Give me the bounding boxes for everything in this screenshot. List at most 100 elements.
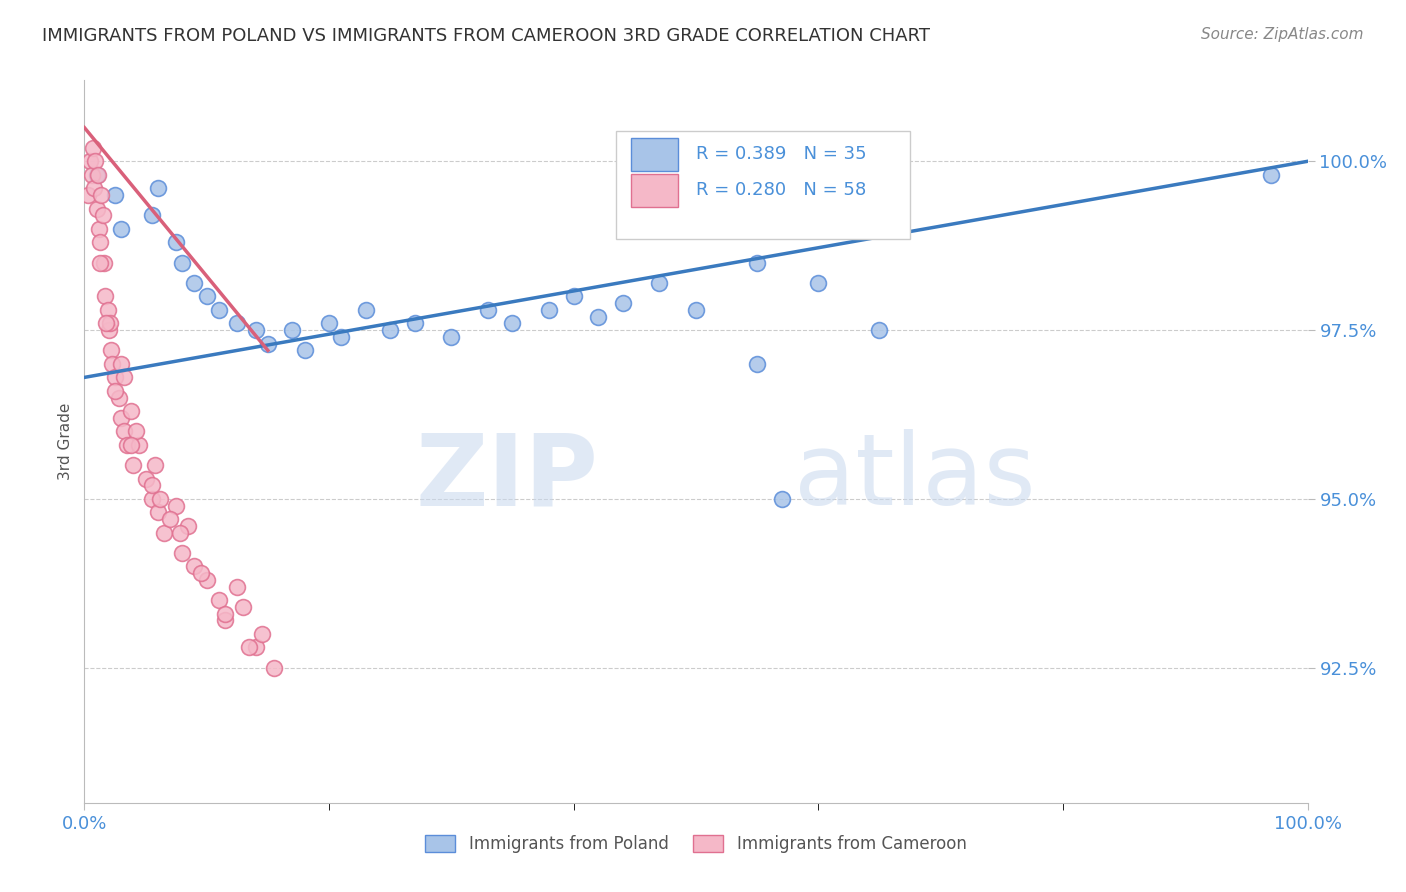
Point — [100, 343, 122, 358]
Point — [257, 336, 280, 351]
Point — [648, 276, 671, 290]
Point — [104, 384, 127, 398]
Legend: Immigrants from Poland, Immigrants from Cameroon: Immigrants from Poland, Immigrants from … — [419, 828, 973, 860]
Point — [159, 512, 181, 526]
Point — [214, 607, 236, 621]
Point — [538, 302, 561, 317]
Text: Source: ZipAtlas.com: Source: ZipAtlas.com — [1201, 27, 1364, 42]
Point — [747, 357, 769, 371]
Point — [380, 323, 402, 337]
Point — [238, 640, 260, 655]
Text: IMMIGRANTS FROM POLAND VS IMMIGRANTS FROM CAMEROON 3RD GRADE CORRELATION CHART: IMMIGRANTS FROM POLAND VS IMMIGRANTS FRO… — [42, 27, 931, 45]
Point — [104, 188, 127, 202]
Point — [86, 168, 108, 182]
Point — [183, 276, 205, 290]
Point — [165, 499, 187, 513]
Text: R = 0.280   N = 58: R = 0.280 N = 58 — [696, 181, 866, 200]
Point — [172, 546, 194, 560]
Point — [330, 330, 353, 344]
Point — [226, 580, 249, 594]
Point — [90, 188, 112, 202]
Point — [87, 168, 110, 182]
Point — [77, 188, 100, 202]
Point — [404, 317, 426, 331]
Point — [112, 370, 135, 384]
Point — [89, 255, 111, 269]
Point — [586, 310, 609, 324]
Point — [120, 438, 142, 452]
Point — [101, 357, 124, 371]
Point — [149, 491, 172, 506]
Point — [122, 458, 145, 472]
Point — [83, 181, 105, 195]
Point — [807, 276, 830, 290]
Point — [869, 323, 891, 337]
Bar — [631, 174, 678, 207]
Point — [183, 559, 205, 574]
Point — [165, 235, 187, 250]
FancyBboxPatch shape — [616, 131, 910, 239]
Text: atlas: atlas — [794, 429, 1035, 526]
Point — [143, 458, 166, 472]
Point — [97, 323, 120, 337]
Point — [96, 317, 118, 331]
Point — [318, 317, 340, 331]
Point — [120, 404, 142, 418]
Point — [562, 289, 585, 303]
Point — [477, 302, 499, 317]
Point — [98, 317, 121, 331]
Point — [226, 317, 249, 331]
Point — [107, 391, 129, 405]
Point — [110, 357, 132, 371]
Point — [214, 614, 236, 628]
Point — [440, 330, 463, 344]
Bar — [631, 138, 678, 170]
Point — [125, 425, 148, 439]
Point — [245, 640, 267, 655]
Point — [128, 438, 150, 452]
Point — [195, 289, 218, 303]
Point — [79, 154, 101, 169]
Point — [190, 566, 212, 581]
Point — [115, 438, 138, 452]
Point — [612, 296, 634, 310]
Point — [281, 323, 304, 337]
Text: ZIP: ZIP — [415, 429, 598, 526]
Point — [86, 202, 108, 216]
Point — [97, 302, 120, 317]
Point — [93, 255, 115, 269]
Point — [89, 235, 111, 250]
Point — [208, 593, 231, 607]
Point — [685, 302, 707, 317]
Point — [502, 317, 524, 331]
Point — [263, 661, 285, 675]
Point — [245, 323, 267, 337]
Point — [141, 208, 163, 222]
Point — [1260, 168, 1282, 182]
Point — [80, 168, 103, 182]
Point — [177, 519, 200, 533]
Point — [104, 370, 127, 384]
Point — [135, 472, 157, 486]
Point — [232, 599, 254, 614]
Y-axis label: 3rd Grade: 3rd Grade — [58, 403, 73, 480]
Point — [250, 627, 273, 641]
Point — [747, 255, 769, 269]
Point — [195, 573, 218, 587]
Point — [84, 154, 107, 169]
Point — [87, 222, 110, 236]
Point — [110, 411, 132, 425]
Point — [172, 255, 194, 269]
Point — [82, 141, 104, 155]
Point — [354, 302, 377, 317]
Point — [112, 425, 135, 439]
Text: R = 0.389   N = 35: R = 0.389 N = 35 — [696, 145, 866, 163]
Point — [153, 525, 176, 540]
Point — [770, 491, 793, 506]
Point — [169, 525, 191, 540]
Point — [141, 491, 163, 506]
Point — [110, 222, 132, 236]
Point — [141, 478, 163, 492]
Point — [146, 505, 169, 519]
Point — [294, 343, 316, 358]
